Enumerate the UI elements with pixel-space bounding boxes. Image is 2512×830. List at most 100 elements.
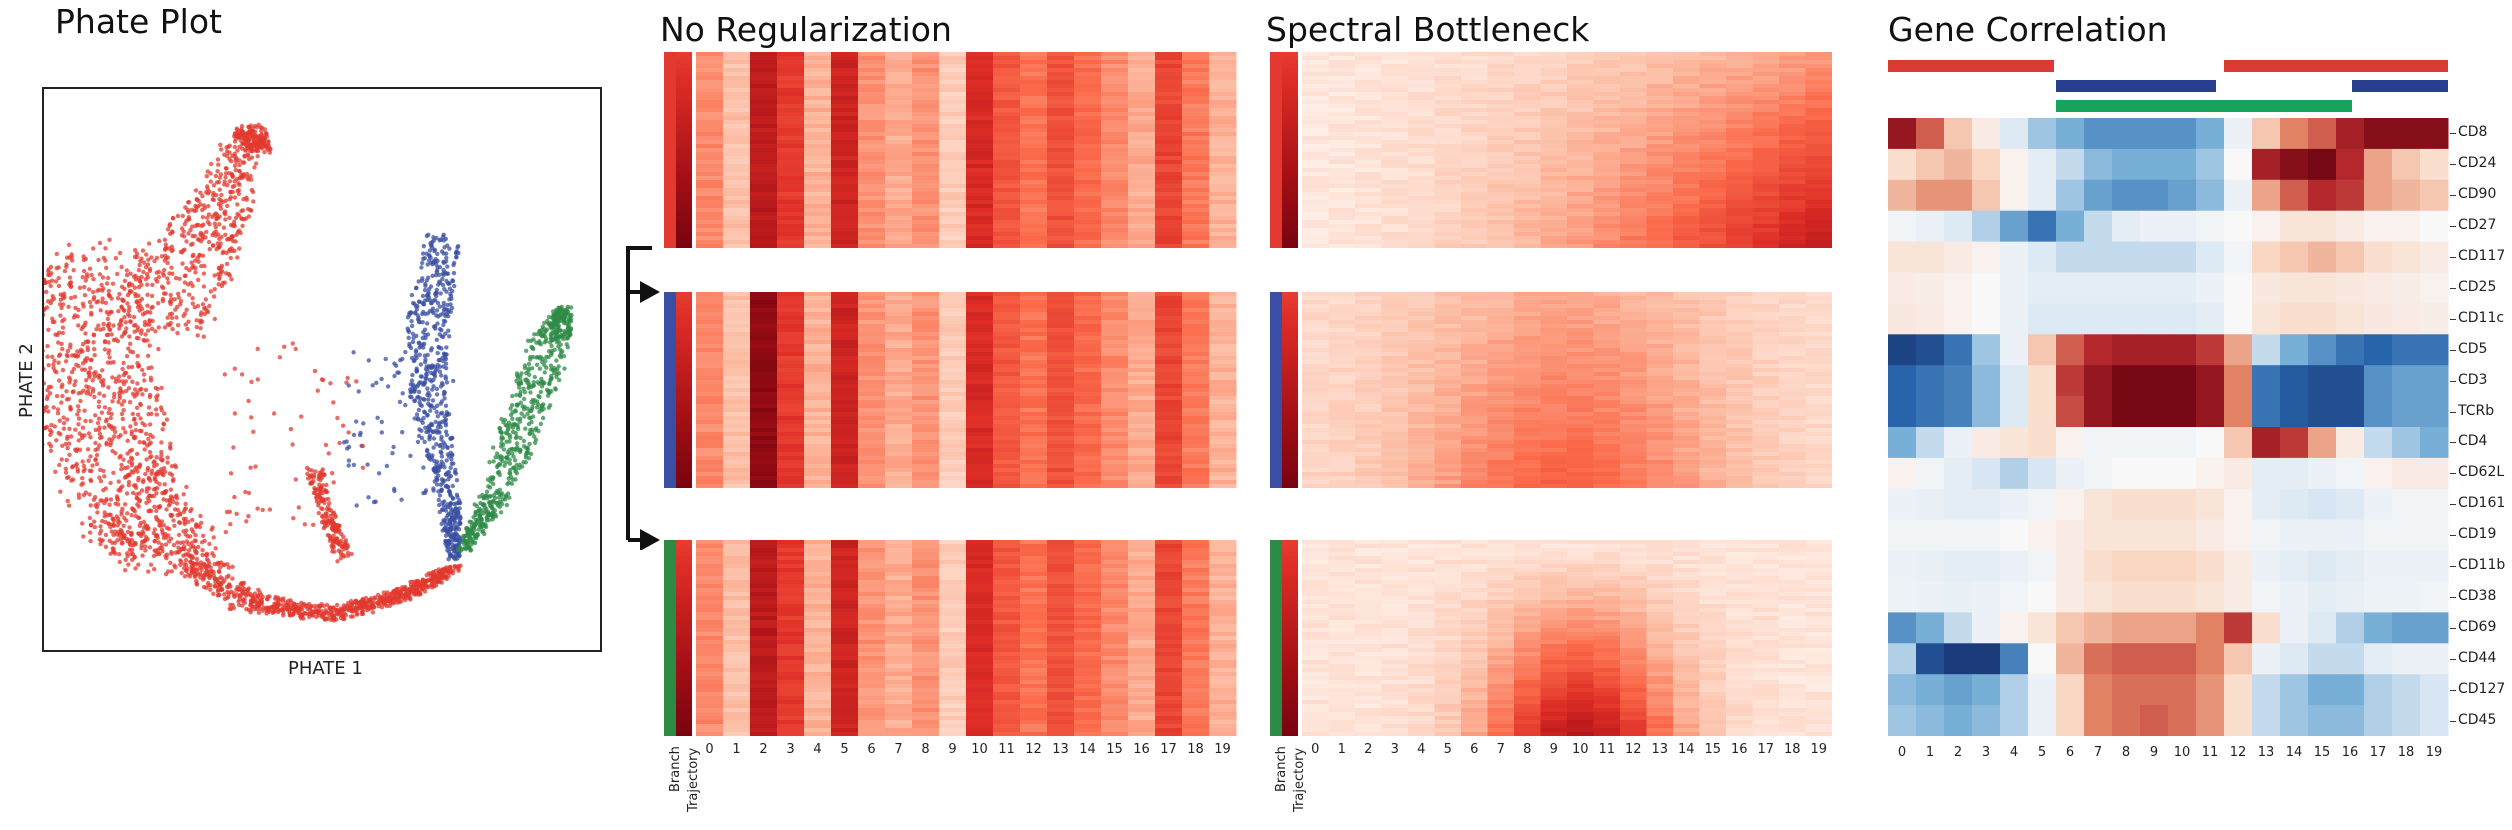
- x-tick-label: 8: [2121, 745, 2131, 760]
- phate-plot-title: Phate Plot: [55, 2, 222, 41]
- phate-y-axis-label: PHATE 2: [16, 343, 37, 418]
- spectral-trajectory-label: Trajectory: [1292, 747, 1307, 812]
- gene-tick-mark: [2450, 349, 2456, 351]
- x-tick-label: 3: [1390, 742, 1399, 757]
- x-tick-label: 12: [1025, 742, 1042, 757]
- spectral-heatmap-green: [1270, 540, 1832, 736]
- x-tick-label: 9: [1549, 742, 1558, 757]
- x-tick-label: 2: [759, 742, 768, 757]
- gene-tick-mark: [2450, 133, 2456, 135]
- x-tick-label: 8: [921, 742, 930, 757]
- gene-corr-heatmap: [1888, 118, 2450, 736]
- x-tick-label: 14: [1677, 742, 1695, 757]
- gene-tick-mark: [2450, 442, 2456, 444]
- gene-label: CD25: [2458, 278, 2497, 295]
- x-tick-label: 1: [1925, 745, 1935, 760]
- x-tick-label: 1: [1337, 742, 1346, 757]
- gene-tick-mark: [2450, 257, 2456, 259]
- x-tick-label: 12: [1624, 742, 1642, 757]
- x-tick-label: 12: [2229, 745, 2247, 760]
- gene-label: CD11b: [2458, 557, 2506, 574]
- gene-label: CD117: [2458, 248, 2506, 265]
- x-tick-label: 2: [1953, 745, 1963, 760]
- x-tick-label: 7: [2093, 745, 2103, 760]
- x-tick-label: 14: [2285, 745, 2303, 760]
- gene-label: CD3: [2458, 371, 2488, 388]
- spectral-heatmap-red: [1270, 52, 1832, 248]
- x-tick-label: 3: [786, 742, 795, 757]
- x-tick-label: 6: [2065, 745, 2075, 760]
- gene-label: TCRb: [2458, 402, 2495, 419]
- x-tick-label: 13: [1052, 742, 1069, 757]
- spectral-bottleneck-title: Spectral Bottleneck: [1266, 10, 1590, 49]
- gene-label: CD11c: [2458, 309, 2505, 326]
- gene-label: CD45: [2458, 711, 2497, 728]
- x-tick-label: 14: [1079, 742, 1096, 757]
- gene-label: CD8: [2458, 124, 2488, 141]
- x-tick-label: 13: [2257, 745, 2275, 760]
- x-tick-label: 10: [971, 742, 988, 757]
- no-reg-branch-label: Branch: [668, 746, 683, 792]
- x-tick-label: 6: [867, 742, 876, 757]
- no-regularization-title: No Regularization: [660, 10, 952, 49]
- gene-label: CD19: [2458, 526, 2497, 543]
- no-reg-heatmap-red: [664, 52, 1238, 248]
- x-tick-label: 5: [2037, 745, 2047, 760]
- gene-tick-mark: [2450, 720, 2456, 722]
- gene-tick-mark: [2450, 380, 2456, 382]
- x-tick-label: 0: [705, 742, 714, 757]
- x-tick-label: 19: [2425, 745, 2443, 760]
- x-tick-label: 3: [1981, 745, 1991, 760]
- no-reg-heatmap-blue: [664, 292, 1238, 488]
- x-tick-label: 16: [1133, 742, 1150, 757]
- gene-correlation-title: Gene Correlation: [1888, 10, 2168, 49]
- x-tick-label: 11: [998, 742, 1015, 757]
- gene-tick-mark: [2450, 566, 2456, 568]
- gene-tick-mark: [2450, 504, 2456, 506]
- x-tick-label: 1: [732, 742, 741, 757]
- x-tick-label: 13: [1651, 742, 1669, 757]
- gene-label: CD24: [2458, 155, 2497, 172]
- x-tick-label: 5: [840, 742, 849, 757]
- x-tick-label: 10: [1571, 742, 1589, 757]
- x-tick-label: 10: [2173, 745, 2191, 760]
- gene-corr-x-ticks: 0 1 2 3 4 5 6 7 8 9 10 11 12 13 14 15 16 17 18 19: [0, 745, 2442, 765]
- gene-tick-mark: [2450, 318, 2456, 320]
- x-tick-label: 17: [1160, 742, 1177, 757]
- x-tick-label: 16: [2341, 745, 2359, 760]
- x-tick-label: 7: [894, 742, 903, 757]
- gene-label: CD27: [2458, 217, 2497, 234]
- gene-label: CD38: [2458, 587, 2497, 604]
- x-tick-label: 6: [1470, 742, 1479, 757]
- gene-label: CD127: [2458, 680, 2506, 697]
- x-tick-label: 17: [1757, 742, 1775, 757]
- x-tick-label: 0: [1311, 742, 1320, 757]
- gene-tick-mark: [2450, 287, 2456, 289]
- x-tick-label: 11: [1598, 742, 1616, 757]
- phate-scatter-plot: [42, 87, 602, 652]
- gene-tick-mark: [2450, 596, 2456, 598]
- gene-label: CD69: [2458, 618, 2497, 635]
- x-tick-label: 15: [1106, 742, 1123, 757]
- spectral-heatmap-blue: [1270, 292, 1832, 488]
- x-tick-label: 18: [1187, 742, 1204, 757]
- x-tick-label: 17: [2369, 745, 2387, 760]
- x-tick-label: 11: [2201, 745, 2219, 760]
- x-tick-label: 5: [1443, 742, 1452, 757]
- gene-label: CD161: [2458, 495, 2506, 512]
- branch-arrows: [626, 246, 660, 550]
- gene-label: CD62L: [2458, 464, 2505, 481]
- phate-scatter: [44, 122, 574, 623]
- x-tick-label: 4: [2009, 745, 2019, 760]
- x-tick-label: 4: [1417, 742, 1426, 757]
- gene-tick-mark: [2450, 226, 2456, 228]
- no-reg-trajectory-label: Trajectory: [686, 747, 701, 812]
- x-tick-label: 9: [948, 742, 957, 757]
- x-tick-label: 8: [1523, 742, 1532, 757]
- gene-label: CD5: [2458, 340, 2488, 357]
- gene-tick-mark: [2450, 473, 2456, 475]
- x-tick-label: 0: [1897, 745, 1907, 760]
- x-tick-label: 2: [1364, 742, 1373, 757]
- gene-label: CD4: [2458, 433, 2488, 450]
- gene-corr-top-bars: [1888, 60, 2450, 116]
